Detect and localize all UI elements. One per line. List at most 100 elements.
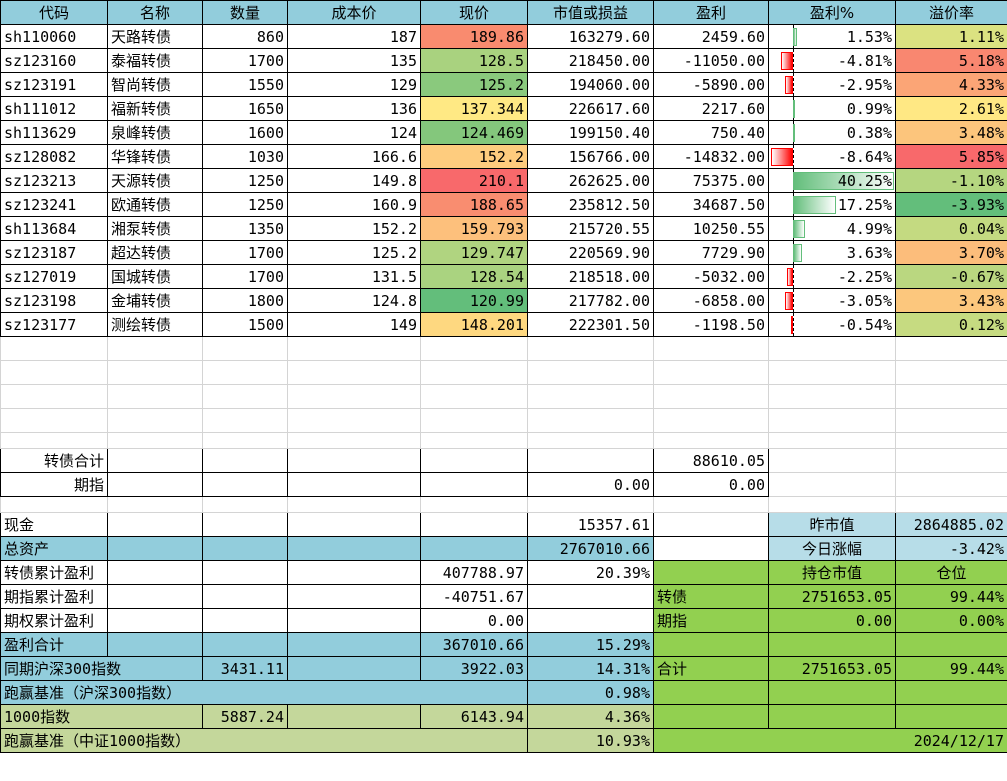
value-cell[interactable]: 222301.50 bbox=[527, 312, 654, 337]
column-header[interactable]: 市值或损益 bbox=[527, 0, 654, 25]
profit-cell[interactable]: 2217.60 bbox=[653, 96, 769, 121]
cost-cell[interactable]: 129 bbox=[287, 72, 421, 97]
price-cell[interactable]: 210.1 bbox=[420, 168, 528, 193]
profit-cell[interactable]: 750.40 bbox=[653, 120, 769, 145]
qty-cell[interactable]: 860 bbox=[202, 24, 288, 49]
value-cell[interactable]: 235812.50 bbox=[527, 192, 654, 217]
code-cell[interactable]: sh113629 bbox=[0, 120, 108, 145]
column-header[interactable]: 名称 bbox=[107, 0, 203, 25]
column-header[interactable]: 现价 bbox=[420, 0, 528, 25]
beat-hs300-label[interactable]: 跑赢基准（沪深300指数） bbox=[0, 680, 528, 705]
profit-cell[interactable]: -5890.00 bbox=[653, 72, 769, 97]
value-cell[interactable]: 215720.55 bbox=[527, 216, 654, 241]
profit-total-label[interactable]: 盈利合计 bbox=[0, 632, 108, 657]
cost-cell[interactable]: 187 bbox=[287, 24, 421, 49]
price-cell[interactable]: 124.469 bbox=[420, 120, 528, 145]
fut-pos-value[interactable]: 0.00 bbox=[768, 608, 896, 633]
opt-cum-value[interactable]: 0.00 bbox=[420, 608, 528, 633]
hs300-pct[interactable]: 14.31% bbox=[527, 656, 654, 681]
column-header[interactable]: 代码 bbox=[0, 0, 108, 25]
column-header[interactable]: 盈利% bbox=[768, 0, 896, 25]
premium-cell[interactable]: 4.33% bbox=[895, 72, 1007, 97]
code-cell[interactable]: sz123198 bbox=[0, 288, 108, 313]
premium-cell[interactable]: 0.04% bbox=[895, 216, 1007, 241]
cost-cell[interactable]: 149 bbox=[287, 312, 421, 337]
price-cell[interactable]: 152.2 bbox=[420, 144, 528, 169]
value-cell[interactable]: 218518.00 bbox=[527, 264, 654, 289]
qty-cell[interactable]: 1800 bbox=[202, 288, 288, 313]
qty-cell[interactable]: 1700 bbox=[202, 240, 288, 265]
csi1000-now[interactable]: 6143.94 bbox=[420, 704, 528, 729]
cost-cell[interactable]: 124 bbox=[287, 120, 421, 145]
qty-cell[interactable]: 1250 bbox=[202, 192, 288, 217]
profit-pct-cell[interactable]: -3.05% bbox=[768, 288, 896, 313]
futures-label[interactable]: 期指 bbox=[0, 472, 108, 497]
profit-pct-cell[interactable]: 3.63% bbox=[768, 240, 896, 265]
name-cell[interactable]: 国城转债 bbox=[107, 264, 203, 289]
value-cell[interactable]: 199150.40 bbox=[527, 120, 654, 145]
qty-cell[interactable]: 1350 bbox=[202, 216, 288, 241]
cost-cell[interactable]: 149.8 bbox=[287, 168, 421, 193]
price-cell[interactable]: 137.344 bbox=[420, 96, 528, 121]
qty-cell[interactable]: 1550 bbox=[202, 72, 288, 97]
profit-pct-cell[interactable]: 1.53% bbox=[768, 24, 896, 49]
name-cell[interactable]: 天源转债 bbox=[107, 168, 203, 193]
premium-cell[interactable]: -0.67% bbox=[895, 264, 1007, 289]
beat-hs300-value[interactable]: 0.98% bbox=[527, 680, 654, 705]
profit-cell[interactable]: -11050.00 bbox=[653, 48, 769, 73]
fut-cum-label[interactable]: 期指累计盈利 bbox=[0, 584, 108, 609]
value-cell[interactable]: 262625.00 bbox=[527, 168, 654, 193]
qty-cell[interactable]: 1500 bbox=[202, 312, 288, 337]
premium-cell[interactable]: 3.70% bbox=[895, 240, 1007, 265]
profit-cell[interactable]: -6858.00 bbox=[653, 288, 769, 313]
value-cell[interactable]: 163279.60 bbox=[527, 24, 654, 49]
qty-cell[interactable]: 1700 bbox=[202, 48, 288, 73]
cost-cell[interactable]: 152.2 bbox=[287, 216, 421, 241]
name-cell[interactable]: 金埔转债 bbox=[107, 288, 203, 313]
date-cell[interactable]: 2024/12/17 bbox=[653, 728, 1007, 753]
profit-pct-cell[interactable]: -2.25% bbox=[768, 264, 896, 289]
value-cell[interactable]: 194060.00 bbox=[527, 72, 654, 97]
cb-position[interactable]: 99.44% bbox=[895, 584, 1007, 609]
premium-cell[interactable]: 0.12% bbox=[895, 312, 1007, 337]
cost-cell[interactable]: 166.6 bbox=[287, 144, 421, 169]
cost-cell[interactable]: 160.9 bbox=[287, 192, 421, 217]
price-cell[interactable]: 128.5 bbox=[420, 48, 528, 73]
name-cell[interactable]: 福新转债 bbox=[107, 96, 203, 121]
cost-cell[interactable]: 125.2 bbox=[287, 240, 421, 265]
qty-cell[interactable]: 1600 bbox=[202, 120, 288, 145]
cb-total-label[interactable]: 转债合计 bbox=[0, 448, 108, 473]
name-cell[interactable]: 智尚转债 bbox=[107, 72, 203, 97]
name-cell[interactable]: 测绘转债 bbox=[107, 312, 203, 337]
fut-label[interactable]: 期指 bbox=[653, 608, 769, 633]
profit-pct-cell[interactable]: 17.25% bbox=[768, 192, 896, 217]
code-cell[interactable]: sz123213 bbox=[0, 168, 108, 193]
hs300-start[interactable]: 3431.11 bbox=[202, 656, 288, 681]
profit-cell[interactable]: -5032.00 bbox=[653, 264, 769, 289]
premium-cell[interactable]: 3.48% bbox=[895, 120, 1007, 145]
profit-pct-cell[interactable]: -0.54% bbox=[768, 312, 896, 337]
code-cell[interactable]: sh113684 bbox=[0, 216, 108, 241]
total-assets-value[interactable]: 2767010.66 bbox=[527, 536, 654, 561]
profit-pct-cell[interactable]: 0.38% bbox=[768, 120, 896, 145]
qty-cell[interactable]: 1650 bbox=[202, 96, 288, 121]
profit-cell[interactable]: 75375.00 bbox=[653, 168, 769, 193]
code-cell[interactable]: sh110060 bbox=[0, 24, 108, 49]
value-cell[interactable]: 217782.00 bbox=[527, 288, 654, 313]
column-header[interactable]: 盈利 bbox=[653, 0, 769, 25]
premium-cell[interactable]: -1.10% bbox=[895, 168, 1007, 193]
cb-cum-value[interactable]: 407788.97 bbox=[420, 560, 528, 585]
profit-cell[interactable]: -1198.50 bbox=[653, 312, 769, 337]
code-cell[interactable]: sz127019 bbox=[0, 264, 108, 289]
total-pos-value[interactable]: 2751653.05 bbox=[768, 656, 896, 681]
cb-cum-pct[interactable]: 20.39% bbox=[527, 560, 654, 585]
profit-total-pct[interactable]: 15.29% bbox=[527, 632, 654, 657]
profit-total-value[interactable]: 367010.66 bbox=[420, 632, 528, 657]
cost-cell[interactable]: 131.5 bbox=[287, 264, 421, 289]
total-position[interactable]: 99.44% bbox=[895, 656, 1007, 681]
profit-pct-cell[interactable]: -2.95% bbox=[768, 72, 896, 97]
today-change[interactable]: -3.42% bbox=[895, 536, 1007, 561]
profit-cell[interactable]: 10250.55 bbox=[653, 216, 769, 241]
code-cell[interactable]: sz123177 bbox=[0, 312, 108, 337]
pos-value-header[interactable]: 持仓市值 bbox=[768, 560, 896, 585]
